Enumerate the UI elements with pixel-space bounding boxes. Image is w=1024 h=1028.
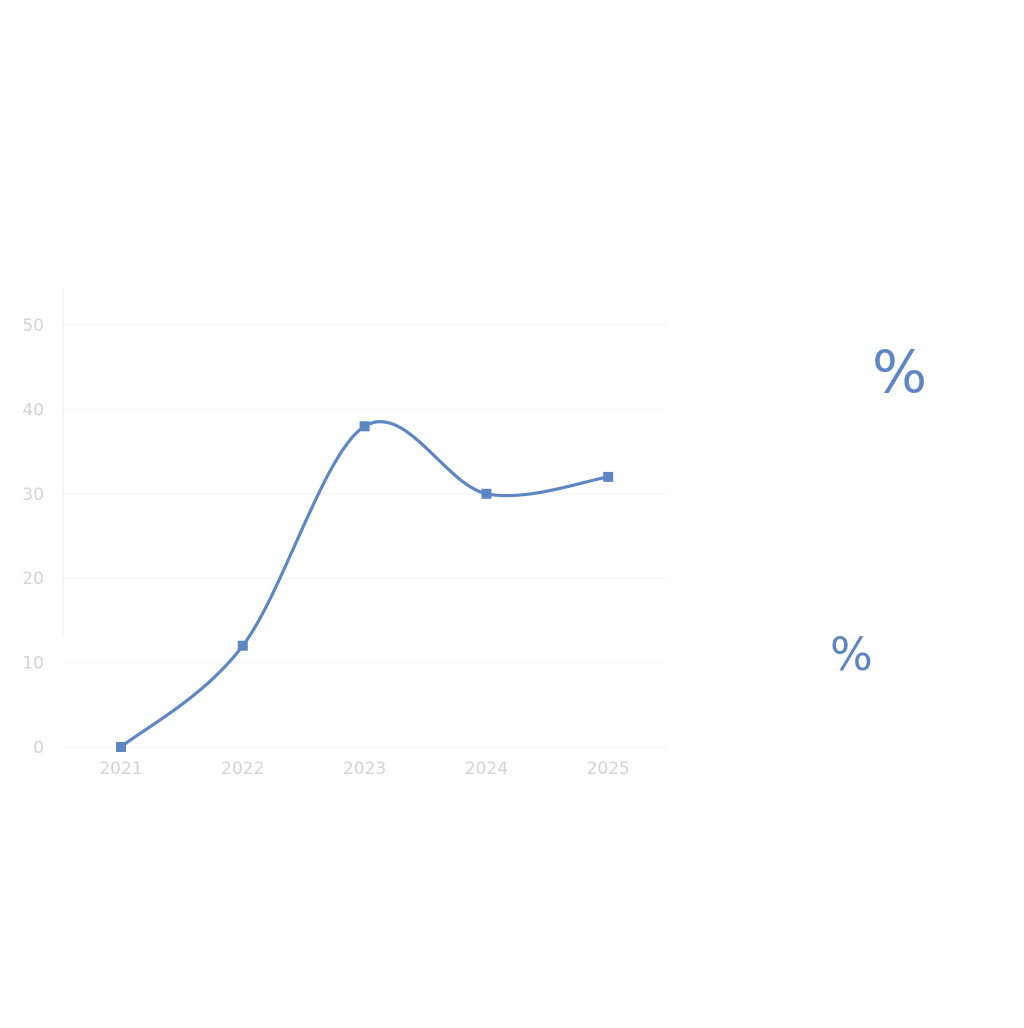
y-tick-label-0: 0 [33, 738, 44, 758]
y-tick-label-30: 30 [22, 485, 44, 505]
y-tick-label-10: 10 [22, 654, 44, 674]
data-point-2021 [116, 742, 126, 752]
y-tick-label-40: 40 [22, 400, 44, 420]
y-tick-label-20: 20 [22, 569, 44, 589]
data-point-2024 [481, 488, 492, 499]
x-tick-labels: 2021 2022 2023 2024 2025 [99, 759, 629, 779]
x-tick-label-2025: 2025 [587, 759, 630, 779]
data-point-2023 [359, 421, 370, 432]
x-tick-label-2023: 2023 [343, 759, 386, 779]
x-tick-label-2022: 2022 [221, 759, 264, 779]
y-tick-labels: 0 10 20 30 40 50 [22, 316, 44, 758]
x-tick-label-2024: 2024 [465, 759, 508, 779]
percent-sign-large: % [872, 338, 928, 406]
grid-lines [62, 324, 668, 748]
series-line-0 [119, 420, 610, 749]
x-tick-label-2021: 2021 [99, 759, 142, 779]
data-point-2022 [237, 640, 248, 651]
data-point-2025 [603, 471, 614, 482]
series-layer [116, 420, 614, 752]
percent-sign-small: % [830, 628, 873, 681]
y-tick-label-50: 50 [22, 316, 44, 336]
